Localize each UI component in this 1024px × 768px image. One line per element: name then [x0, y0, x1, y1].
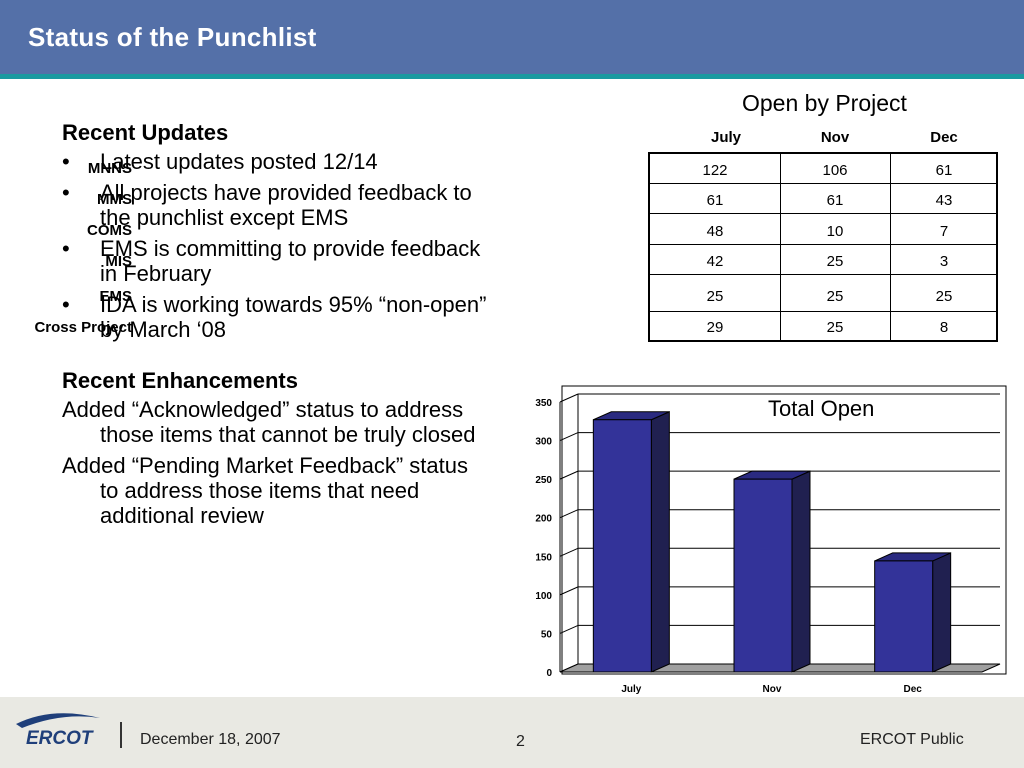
- table-cell: 25: [826, 288, 844, 305]
- list-item: Added “Pending Market Feedback” status t…: [62, 453, 469, 528]
- table-cell: 8: [939, 319, 949, 336]
- row-label: EMS: [99, 288, 132, 305]
- table-cell: 61: [706, 192, 724, 209]
- y-tick-label: 50: [541, 629, 553, 640]
- footer-classification: ERCOT Public: [860, 731, 964, 748]
- grid-diagonal: [559, 547, 579, 557]
- chart-title: Total Open: [768, 396, 875, 421]
- table-title: Open by Project: [742, 90, 907, 116]
- footer-date: December 18, 2007: [140, 731, 281, 748]
- grid-diagonal: [559, 586, 579, 596]
- y-tick-label: 200: [535, 514, 552, 525]
- grid-diagonal: [559, 432, 579, 442]
- title-bar: [0, 0, 1024, 74]
- grid-diagonal: [559, 509, 579, 519]
- table-cell: 25: [826, 253, 844, 270]
- list-item: • All projects have provided feedback to …: [62, 180, 492, 230]
- list-item: • IDA is working towards 95% “non-open” b…: [62, 292, 492, 342]
- list-item: • EMS is committing to provide feedback i…: [62, 236, 492, 286]
- bullet-icon: •: [62, 292, 70, 317]
- table-cell: 25: [826, 319, 844, 336]
- update-text: IDA is working towards 95% “non-open” by…: [100, 292, 487, 342]
- grid-diagonal: [559, 393, 579, 403]
- update-text: All projects have provided feedback to t…: [100, 180, 472, 230]
- bar: [592, 419, 652, 673]
- table-cell: 61: [826, 192, 844, 209]
- page-number: 2: [516, 733, 525, 750]
- column-header: July: [710, 129, 741, 146]
- table-cell: 106: [822, 162, 848, 179]
- svg-text:ERCOT: ERCOT: [26, 728, 94, 749]
- table-cell: 48: [706, 223, 724, 240]
- bar-side: [932, 552, 952, 673]
- table-cell: 42: [706, 253, 724, 270]
- y-tick-label: 300: [535, 437, 552, 448]
- bullet-icon: •: [62, 180, 70, 205]
- enhancements-list: Added “Acknowledged” status to address t…: [62, 397, 492, 528]
- table-cell: 25: [935, 288, 953, 305]
- column-header: Dec: [930, 129, 958, 146]
- y-tick-label: 150: [535, 552, 552, 563]
- updates-heading: Recent Updates: [62, 120, 229, 145]
- bar-side: [650, 410, 670, 673]
- table-cell: 7: [939, 223, 949, 240]
- table-cell: 122: [702, 162, 728, 179]
- row-label: MNNS: [87, 160, 132, 177]
- left-column: Recent Updates • Latest updates posted 12…: [62, 120, 492, 534]
- table-cell: 10: [826, 223, 844, 240]
- table-cell: 61: [935, 162, 953, 179]
- footer-divider: [120, 722, 122, 748]
- update-text: EMS is committing to provide feedback in…: [100, 236, 481, 286]
- footer: [0, 697, 1024, 768]
- y-tick-label: 350: [535, 398, 552, 409]
- update-text: Latest updates posted 12/14: [100, 149, 378, 174]
- row-label: MMS: [97, 191, 132, 208]
- row-label: COMS: [87, 222, 132, 239]
- enhancements-heading: Recent Enhancements: [62, 368, 298, 393]
- row-label: MIS: [105, 253, 132, 270]
- x-tick-label: July: [621, 684, 641, 695]
- y-tick-label: 0: [546, 668, 552, 679]
- bullet-icon: •: [62, 236, 70, 261]
- table-grid: 122 106 61 61 61 43 48 10 7 42 25 3 25 2…: [648, 152, 998, 342]
- x-tick-label: Nov: [763, 684, 782, 695]
- ercot-logo: ERCOT: [16, 713, 100, 749]
- table-cell: 3: [939, 253, 949, 270]
- table-cell: 29: [706, 319, 724, 336]
- table-cell: 25: [706, 288, 724, 305]
- total-open-chart: 0 50 100 150 200 250 300 350 July Nov Dec: [535, 385, 1007, 695]
- x-tick-label: Dec: [903, 684, 922, 695]
- table-cell: 43: [935, 192, 953, 209]
- list-item: Added “Acknowledged” status to address t…: [62, 397, 476, 447]
- bullet-icon: •: [62, 149, 70, 174]
- bar: [874, 560, 934, 673]
- slide-title: Status of the Punchlist: [28, 22, 317, 52]
- y-tick-label: 100: [535, 591, 552, 602]
- y-tick-label: 250: [535, 475, 552, 486]
- updates-list: • Latest updates posted 12/14 • All projec…: [62, 149, 492, 342]
- column-header: Nov: [820, 129, 850, 146]
- grid-diagonal: [559, 624, 579, 634]
- row-label: Cross Project: [34, 319, 132, 336]
- bar-side: [791, 470, 811, 673]
- title-bar-stripe: [0, 74, 1024, 79]
- bar: [733, 478, 793, 673]
- list-item: • Latest updates posted 12/14: [62, 149, 492, 174]
- grid-diagonal: [559, 470, 579, 480]
